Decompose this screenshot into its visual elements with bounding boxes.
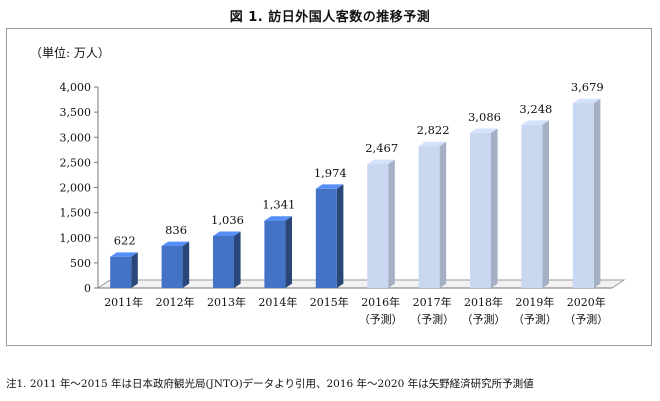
y-tick-label: 3,000 <box>60 131 92 144</box>
y-tick-label: 4,000 <box>60 81 92 94</box>
bar-top <box>213 231 241 236</box>
bar <box>110 252 138 288</box>
bar-side <box>234 231 241 288</box>
label-layer: 622 2011年 836 2012年 1,036 2013年 1,341 2014年 1,97… <box>104 80 608 326</box>
bar-front <box>572 103 594 288</box>
unit-label: （単位: 万人） <box>30 46 110 60</box>
bar <box>315 184 344 288</box>
x-tick-label: 2011年 <box>104 295 143 309</box>
y-tick-label: 2,000 <box>60 182 92 195</box>
bar-top <box>110 252 138 257</box>
x-tick-label: 2016年 <box>361 295 400 309</box>
chart-frame <box>6 28 652 346</box>
bar-front <box>264 220 286 288</box>
bar <box>418 141 447 288</box>
bar-top <box>418 141 447 147</box>
x-tick-label: 2017年 <box>413 295 452 309</box>
value-label: 2,467 <box>365 141 398 155</box>
bar-side <box>439 141 447 288</box>
bar-top <box>315 184 344 189</box>
value-label: 2,822 <box>417 123 450 137</box>
value-label: 622 <box>114 234 136 248</box>
bar-top <box>161 241 190 246</box>
y-tick-label: 3,500 <box>60 106 92 119</box>
bar-side <box>182 241 190 288</box>
x-tick-label: 2019年 <box>515 295 554 309</box>
bar <box>264 216 292 288</box>
bar-front <box>521 124 543 289</box>
x-tick-sublabel: （予測） <box>513 312 557 326</box>
bar-side <box>542 120 549 288</box>
bar <box>521 120 549 289</box>
x-tick-label: 2018年 <box>464 295 503 309</box>
y-tick-label: 2,500 <box>60 156 92 169</box>
value-label: 3,086 <box>468 110 501 124</box>
bar-side <box>285 216 292 288</box>
x-tick-sublabel: （予測） <box>359 312 403 326</box>
x-tick-label: 2015年 <box>310 295 349 309</box>
bar <box>470 128 498 288</box>
value-label: 3,679 <box>571 80 604 94</box>
value-label: 1,341 <box>262 198 295 212</box>
y-tick-label: 500 <box>70 257 91 270</box>
x-tick-sublabel: （予測） <box>564 312 608 326</box>
bar-front <box>213 235 234 288</box>
bar-top <box>572 98 601 104</box>
value-label: 836 <box>165 223 187 237</box>
y-tick-label: 1,000 <box>60 232 92 245</box>
x-tick-label: 2012年 <box>156 295 195 309</box>
bar <box>572 98 601 288</box>
y-tick-label: 1,500 <box>60 207 92 220</box>
bar <box>367 159 395 288</box>
chart-title: 図 1. 訪日外国人客数の推移予測 <box>229 10 431 25</box>
bar-side <box>491 128 498 288</box>
bar-side <box>336 184 344 288</box>
value-label: 1,036 <box>211 213 244 227</box>
bar-top <box>470 128 498 133</box>
footnote: 注1. 2011 年〜2015 年は日本政府観光局(JNTO)データより引用、2… <box>6 378 534 390</box>
bar-layer <box>110 98 601 289</box>
bar-front <box>161 245 183 288</box>
x-tick-label: 2020年 <box>567 295 606 309</box>
value-label: 1,974 <box>314 166 347 180</box>
bar-front <box>470 132 491 288</box>
bar-front <box>315 188 337 288</box>
bar <box>213 231 241 288</box>
bar-top <box>521 120 549 125</box>
value-label: 3,248 <box>519 102 552 116</box>
x-tick-sublabel: （予測） <box>462 312 506 326</box>
bar-front <box>110 256 132 288</box>
x-tick-label: 2014年 <box>258 295 297 309</box>
bar-front <box>418 146 440 288</box>
bar-top <box>264 216 292 221</box>
bar <box>161 241 190 288</box>
bar-side <box>131 252 138 288</box>
bar-side <box>388 159 395 288</box>
bar-front <box>367 164 389 288</box>
bar-top <box>367 159 395 165</box>
x-tick-label: 2013年 <box>207 295 246 309</box>
y-tick-label: 0 <box>84 282 91 295</box>
bar-side <box>593 98 601 288</box>
x-tick-sublabel: （予測） <box>410 312 454 326</box>
